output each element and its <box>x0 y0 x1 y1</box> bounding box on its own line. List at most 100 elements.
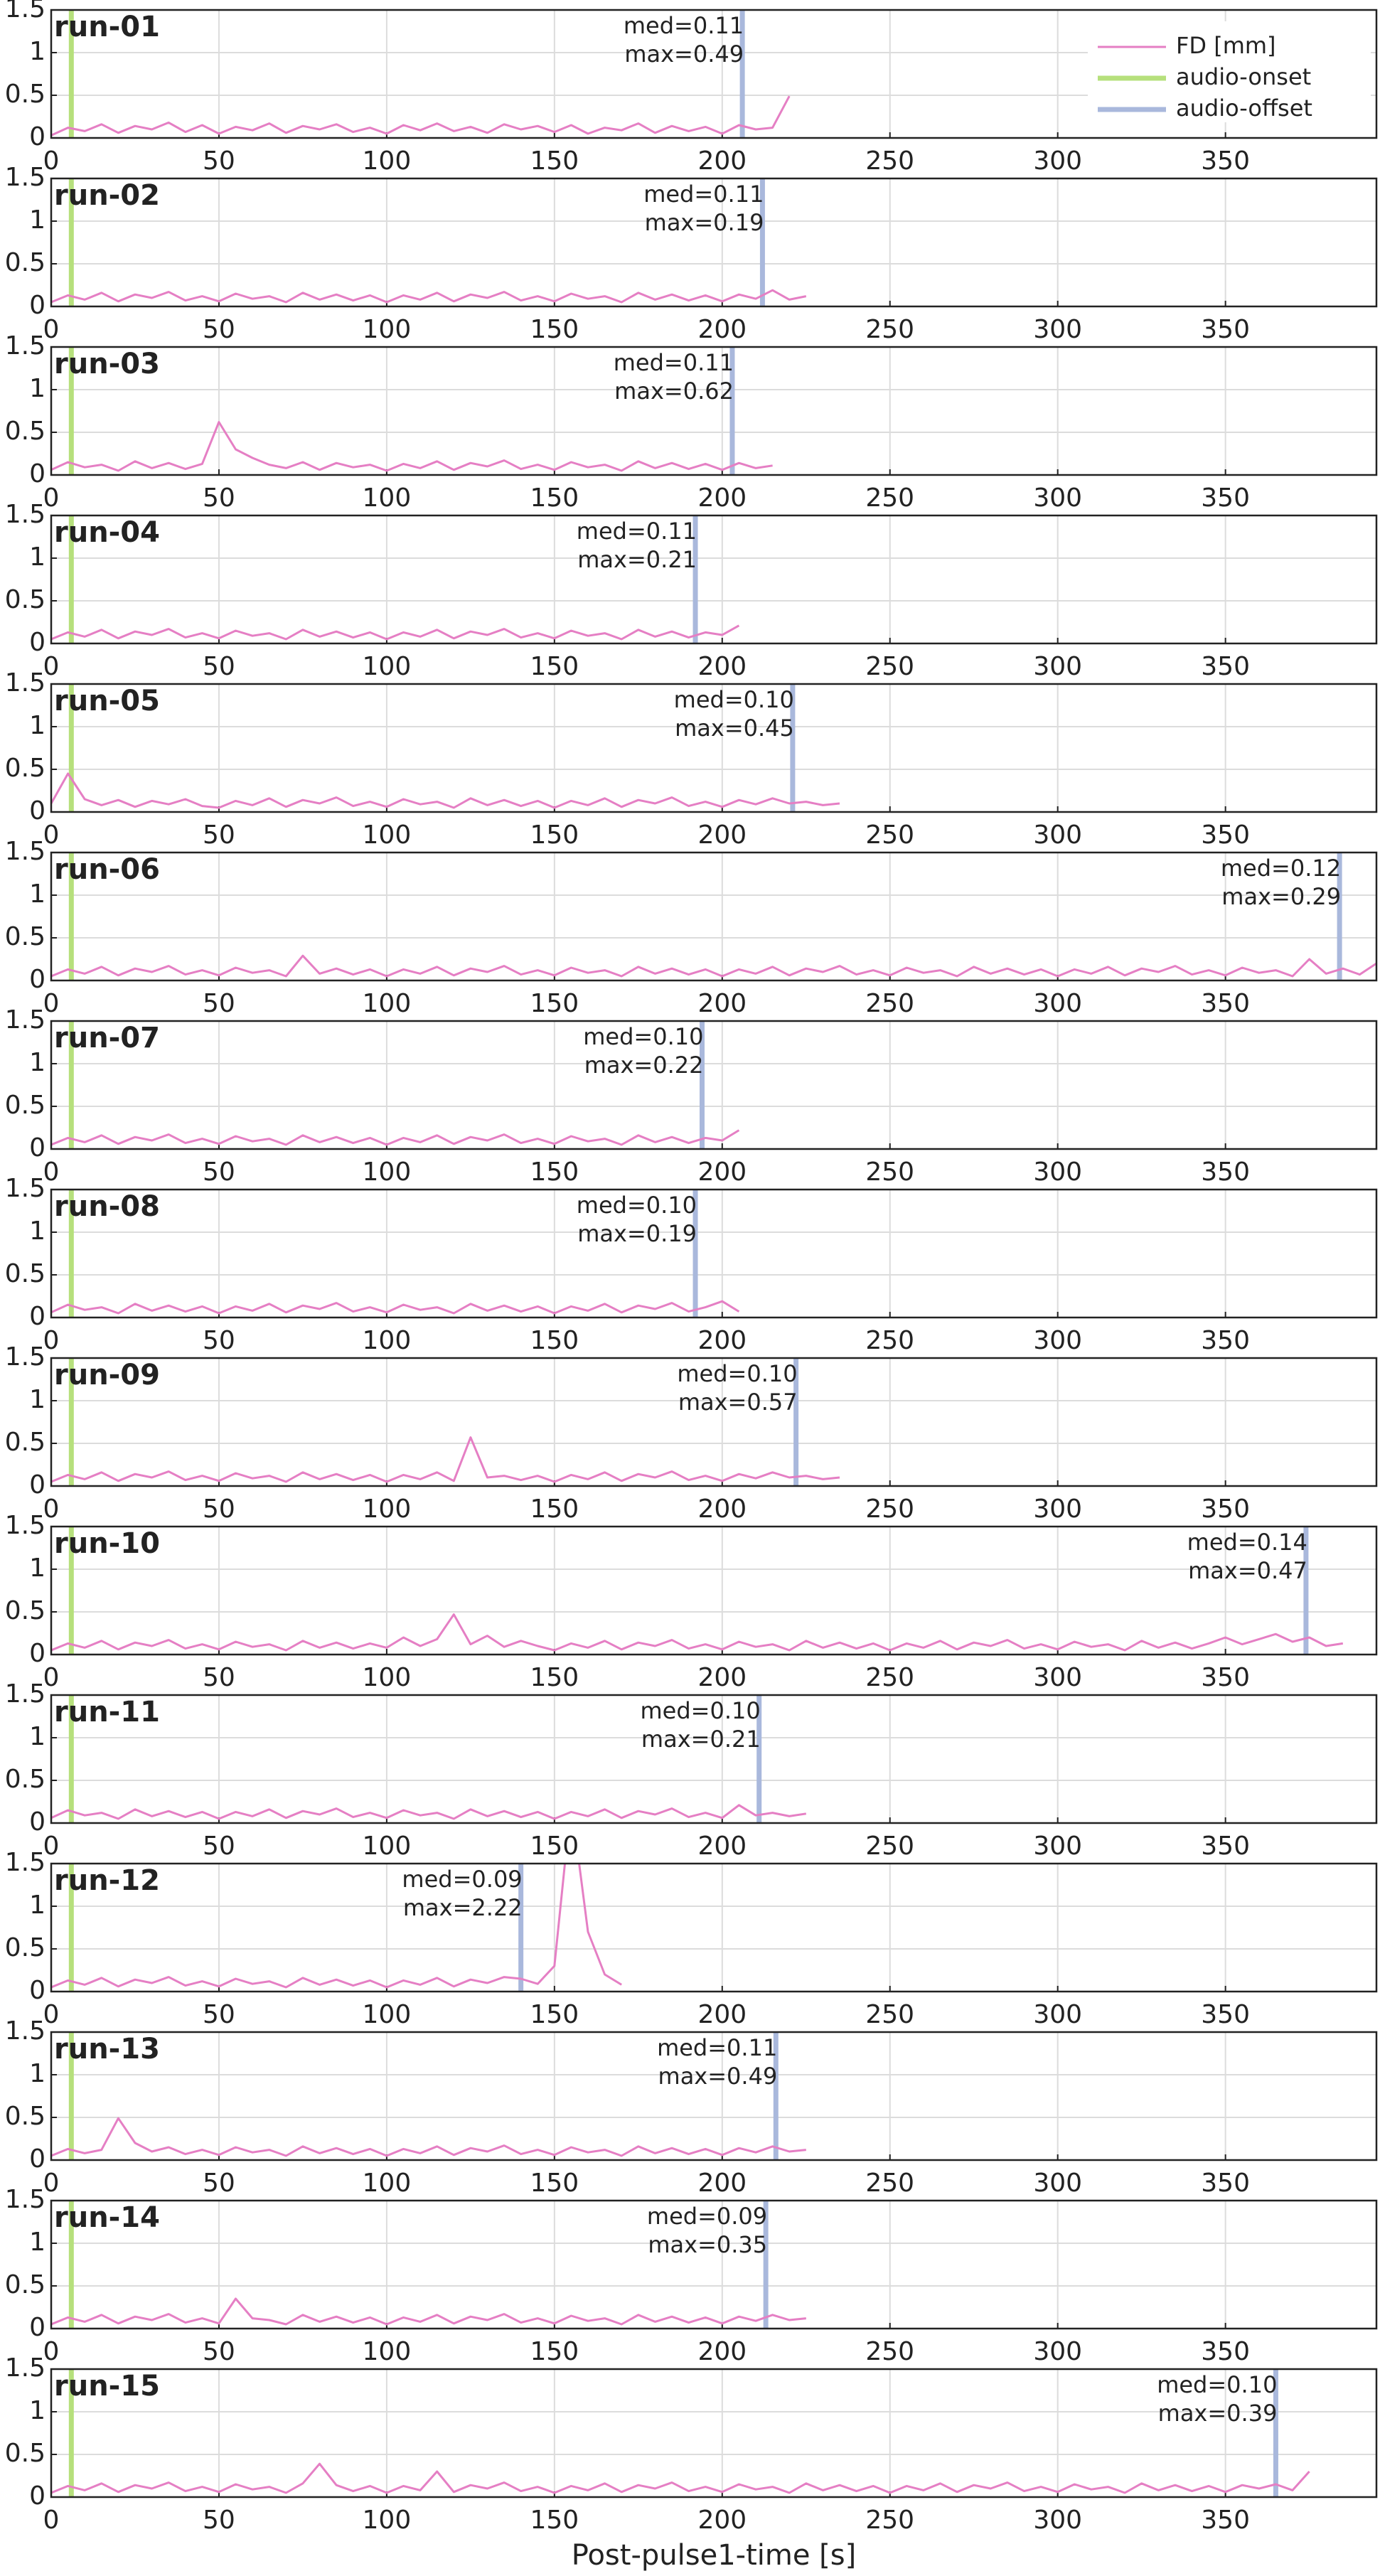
y-tick-label: 1 <box>29 1891 46 1920</box>
x-tick-label: 0 <box>43 2000 60 2029</box>
annotation: max=0.22 <box>584 1052 704 1079</box>
axes-frame <box>50 1525 1378 1656</box>
x-tick-label: 150 <box>530 821 579 850</box>
x-tick-label: 350 <box>1201 1326 1250 1355</box>
y-tick-label: 0.5 <box>5 2439 46 2468</box>
x-tick-label: 300 <box>1033 2169 1082 2198</box>
y-tick-label: 1.5 <box>5 1005 46 1035</box>
fd-line <box>51 954 1376 978</box>
y-tick-label: 0.5 <box>5 1259 46 1288</box>
subplot-title: run-07 <box>54 1022 160 1054</box>
y-tick-label: 1.5 <box>5 1174 46 1203</box>
subplot-title: run-08 <box>54 1190 160 1223</box>
x-tick-label: 350 <box>1201 821 1250 850</box>
annotation: max=0.21 <box>641 1726 761 1753</box>
plot-area <box>51 1358 1376 1486</box>
subplot: 0 50 100 150 200 250 300 350 0 0.5 1 1.5 run-13 med=0… <box>5 2016 1378 2198</box>
subplot: 0 50 100 150 200 250 300 350 0 0.5 1 1.5 run-09 med=0… <box>5 1342 1378 1524</box>
x-tick-label: 350 <box>1201 315 1250 344</box>
plot-area <box>51 2201 1376 2329</box>
y-tick-label: 1 <box>29 1385 46 1414</box>
axes-frame <box>50 2031 1378 2161</box>
x-tick-label: 50 <box>203 1326 235 1355</box>
axes-frame <box>50 9 1378 139</box>
y-tick-label: 1.5 <box>5 2353 46 2383</box>
x-tick-label: 50 <box>203 821 235 850</box>
y-tick-label: 1.5 <box>5 331 46 360</box>
legend-label: FD [mm] <box>1176 32 1276 59</box>
plot-area <box>51 2369 1376 2497</box>
x-tick-label: 0 <box>43 1495 60 1524</box>
legend-label: audio-onset <box>1176 63 1311 90</box>
axes-frame <box>50 851 1378 982</box>
y-tick-label: 0 <box>29 965 46 994</box>
y-tick-label: 1 <box>29 37 46 66</box>
axes-frame <box>50 1020 1378 1150</box>
x-tick-label: 300 <box>1033 1663 1082 1692</box>
annotation: med=0.09 <box>647 2203 767 2230</box>
y-tick-label: 1 <box>29 2059 46 2088</box>
x-tick-label: 250 <box>865 1663 914 1692</box>
fd-line <box>51 1864 622 1989</box>
fd-line <box>51 1436 840 1483</box>
x-tick-label: 350 <box>1201 1158 1250 1187</box>
x-tick-label: 150 <box>530 2506 579 2535</box>
y-tick-label: 0 <box>29 1133 46 1163</box>
x-tick-label: 350 <box>1201 483 1250 513</box>
y-tick-label: 0 <box>29 796 46 825</box>
x-tick-label: 200 <box>697 1495 747 1524</box>
plot-area <box>51 1190 1376 1318</box>
fd-line <box>51 772 840 809</box>
subplot-title: run-04 <box>54 516 160 549</box>
x-tick-label: 0 <box>43 483 60 513</box>
y-tick-label: 1 <box>29 2396 46 2425</box>
y-tick-label: 1 <box>29 1554 46 1583</box>
x-tick-label: 50 <box>203 2506 235 2535</box>
x-tick-label: 250 <box>865 652 914 681</box>
x-tick-label: 200 <box>697 2506 747 2535</box>
plot-area <box>51 1527 1376 1655</box>
x-tick-label: 100 <box>363 1495 412 1524</box>
x-tick-label: 300 <box>1033 652 1082 681</box>
annotation: max=0.45 <box>675 715 794 742</box>
legend-box <box>1088 21 1371 122</box>
x-tick-label: 250 <box>865 2000 914 2029</box>
x-tick-label: 350 <box>1201 1663 1250 1692</box>
x-tick-label: 200 <box>697 1832 747 1861</box>
plot-area <box>51 1864 1376 1992</box>
x-tick-label: 100 <box>363 1832 412 1861</box>
x-tick-label: 300 <box>1033 146 1082 176</box>
x-tick-label: 350 <box>1201 1495 1250 1524</box>
x-tick-label: 100 <box>363 2506 412 2535</box>
subplot: 0 50 100 150 200 250 300 350 0 0.5 1 1.5 run-12 med=0… <box>5 1848 1378 2029</box>
y-tick-label: 1 <box>29 1217 46 1246</box>
fd-line <box>51 2297 806 2326</box>
y-tick-label: 0.5 <box>5 754 46 783</box>
y-tick-label: 0.5 <box>5 80 46 109</box>
plot-area <box>51 1695 1376 1823</box>
x-tick-label: 350 <box>1201 2169 1250 2198</box>
x-tick-label: 200 <box>697 146 747 176</box>
annotation: max=0.21 <box>577 546 697 573</box>
subplot-title: run-03 <box>54 348 160 380</box>
plot-area <box>51 2032 1376 2160</box>
subplot-title: run-13 <box>54 2033 160 2065</box>
axes-frame <box>50 1862 1378 1993</box>
subplot: 0 50 100 150 200 250 300 350 0 0.5 1 1.5 run-02 med=0… <box>5 163 1378 344</box>
x-tick-label: 150 <box>530 2000 579 2029</box>
subplot-title: run-14 <box>54 2201 160 2234</box>
subplot: 0 50 100 150 200 250 300 350 0 0.5 1 1.5 run-06 med=0… <box>5 837 1378 1018</box>
x-tick-label: 350 <box>1201 146 1250 176</box>
x-tick-label: 50 <box>203 1158 235 1187</box>
subplot: 0 50 100 150 200 250 300 350 0 0.5 1 1.5 run-04 med=0… <box>5 500 1378 681</box>
x-tick-label: 350 <box>1201 2337 1250 2366</box>
y-tick-label: 1.5 <box>5 1511 46 1540</box>
x-tick-label: 100 <box>363 315 412 344</box>
x-tick-label: 150 <box>530 1663 579 1692</box>
x-tick-label: 0 <box>43 652 60 681</box>
annotation: med=0.14 <box>1187 1529 1307 1556</box>
y-tick-label: 0 <box>29 1807 46 1837</box>
x-tick-label: 100 <box>363 989 412 1018</box>
x-tick-label: 300 <box>1033 1832 1082 1861</box>
